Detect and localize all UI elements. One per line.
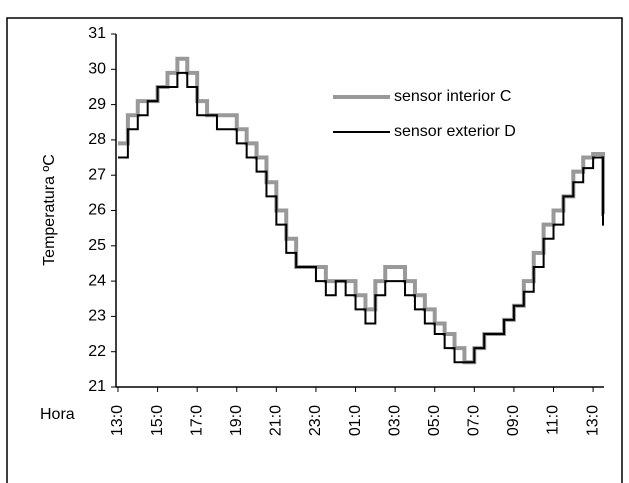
- x-tick-label: 19:0: [228, 405, 245, 436]
- x-tick-label: 05:0: [426, 405, 443, 436]
- x-tick-label: 03:0: [386, 405, 403, 436]
- x-tick-label: 09:0: [505, 405, 522, 436]
- y-tick-label: 29: [88, 96, 106, 113]
- y-tick-label: 24: [88, 272, 106, 289]
- legend-label: sensor interior C: [394, 88, 511, 105]
- y-tick-label: 21: [88, 378, 106, 395]
- x-tick-label: 01:0: [347, 405, 364, 436]
- y-tick-label: 25: [88, 237, 106, 254]
- x-tick-label: 11:0: [545, 405, 562, 435]
- x-tick-label: 17:0: [188, 405, 205, 436]
- series-line: [117, 71, 605, 364]
- series-line: [117, 56, 606, 365]
- y-tick-label: 31: [88, 25, 106, 42]
- y-tick-label: 28: [88, 131, 106, 148]
- y-tick-label: 27: [88, 166, 106, 183]
- y-tick-label: 30: [88, 61, 106, 78]
- x-tick-label: 13:0: [109, 405, 126, 436]
- x-tick-label: 23:0: [307, 405, 324, 436]
- x-tick-label: 15:0: [149, 405, 166, 436]
- x-tick-label: 21:0: [268, 405, 285, 436]
- x-axis-label: Hora: [40, 406, 75, 423]
- y-tick-label: 26: [88, 202, 106, 219]
- x-tick-label: 13:0: [584, 405, 601, 436]
- y-axis-label: Temperatura ºC: [41, 154, 58, 266]
- frame: [6, 17, 623, 483]
- y-tick-label: 23: [88, 308, 106, 325]
- legend-label: sensor exterior D: [394, 123, 516, 140]
- y-tick-label: 22: [88, 343, 106, 360]
- x-tick-label: 07:0: [466, 405, 483, 436]
